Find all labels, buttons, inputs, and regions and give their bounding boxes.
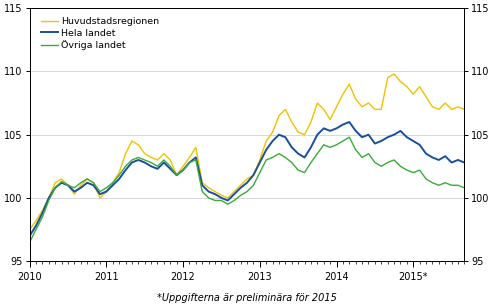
Övriga landet	[481, 183, 487, 187]
Övriga landet	[442, 181, 448, 185]
Övriga landet	[346, 135, 352, 139]
Huvudstadsregionen	[468, 101, 474, 105]
Hela landet	[27, 234, 33, 238]
Legend: Huvudstadsregionen, Hela landet, Övriga landet: Huvudstadsregionen, Hela landet, Övriga …	[39, 16, 162, 52]
Huvudstadsregionen	[449, 108, 454, 111]
Huvudstadsregionen	[135, 143, 141, 147]
Line: Övriga landet: Övriga landet	[30, 137, 494, 242]
Huvudstadsregionen	[474, 95, 480, 98]
Huvudstadsregionen	[52, 181, 58, 185]
Övriga landet	[455, 183, 461, 187]
Huvudstadsregionen	[27, 228, 33, 231]
Hela landet	[474, 148, 480, 152]
Hela landet	[346, 120, 352, 124]
Hela landet	[481, 156, 487, 159]
Hela landet	[455, 158, 461, 162]
Line: Hela landet: Hela landet	[30, 122, 494, 236]
Övriga landet	[474, 173, 480, 177]
Övriga landet	[135, 156, 141, 159]
Hela landet	[52, 186, 58, 190]
Hela landet	[135, 158, 141, 162]
Övriga landet	[52, 186, 58, 190]
Hela landet	[442, 154, 448, 158]
Text: *Uppgifterna är preliminära för 2015: *Uppgifterna är preliminära för 2015	[157, 293, 337, 303]
Line: Huvudstadsregionen: Huvudstadsregionen	[30, 69, 494, 230]
Övriga landet	[27, 240, 33, 244]
Huvudstadsregionen	[436, 108, 442, 111]
